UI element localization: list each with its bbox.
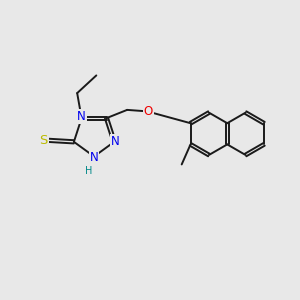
Text: N: N <box>111 135 120 148</box>
Text: H: H <box>85 166 92 176</box>
Text: N: N <box>90 152 98 164</box>
Text: N: N <box>77 110 86 123</box>
Text: S: S <box>39 134 48 147</box>
Text: O: O <box>144 105 153 118</box>
